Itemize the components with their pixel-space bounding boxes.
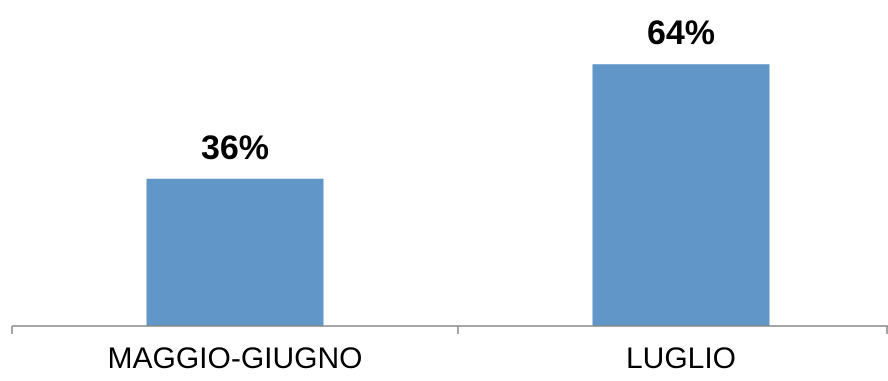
x-axis-ticks <box>11 326 888 334</box>
data-labels: 36% 64% <box>201 14 715 167</box>
category-labels: MAGGIO-GIUGNO LUGLIO <box>108 342 737 375</box>
category-label: MAGGIO-GIUGNO <box>108 342 363 375</box>
bar-maggio-giugno <box>146 178 324 326</box>
category-label: LUGLIO <box>626 342 736 375</box>
data-label: 36% <box>201 129 269 167</box>
bar-luglio <box>592 64 770 327</box>
data-label: 64% <box>647 14 715 52</box>
bars <box>146 64 770 327</box>
